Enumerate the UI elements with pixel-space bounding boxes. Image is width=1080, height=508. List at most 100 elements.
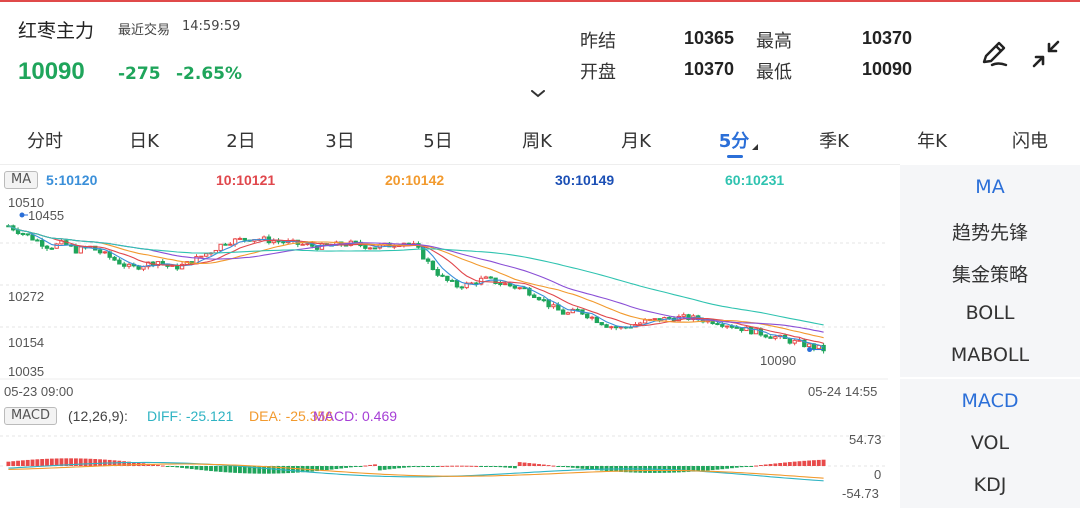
tab-week-k[interactable]: 周K <box>522 131 552 152</box>
macd-bar <box>754 465 758 467</box>
macd-bar <box>49 458 54 466</box>
macd-bar <box>802 460 807 466</box>
macd-bar <box>455 465 459 467</box>
macd-bar <box>585 466 590 470</box>
candle <box>117 259 122 265</box>
tab-flash[interactable]: 闪电 <box>1012 131 1048 152</box>
macd-bar <box>763 464 768 466</box>
indicator-boll[interactable]: BOLL <box>965 302 1015 324</box>
tab-quarter-k[interactable]: 季K <box>819 131 849 152</box>
candle <box>556 304 561 311</box>
macd-bar <box>266 466 271 474</box>
macd-bar <box>252 466 257 474</box>
candle <box>551 304 556 308</box>
macd-bar <box>426 466 430 467</box>
macd-bar <box>242 466 247 474</box>
indicator-ma[interactable]: MA <box>975 176 1005 198</box>
candle <box>541 299 547 302</box>
macd-bar <box>725 466 730 469</box>
candlestick-chart[interactable] <box>0 193 900 383</box>
expand-chevron-icon[interactable] <box>530 90 546 98</box>
indicator-vol[interactable]: VOL <box>970 432 1010 454</box>
macd-bar <box>488 466 493 467</box>
macd-bar <box>493 466 498 467</box>
candle <box>575 308 580 311</box>
candle <box>223 243 228 246</box>
macd-dea-line <box>8 463 824 479</box>
candle <box>734 326 739 329</box>
indicator-macd[interactable]: MACD <box>961 390 1019 412</box>
candle <box>30 234 35 241</box>
candle <box>609 326 614 329</box>
ma60-value: 60:10231 <box>725 172 785 188</box>
period-dropdown-icon[interactable] <box>752 144 758 150</box>
high-label: 最高 <box>756 31 792 52</box>
tab-5min[interactable]: 5分 <box>718 131 750 152</box>
candle <box>599 322 604 326</box>
macd-bar <box>295 466 300 473</box>
macd-bar <box>546 465 551 467</box>
candle <box>724 325 730 328</box>
macd-bar <box>286 466 291 474</box>
candle <box>498 282 503 285</box>
high-marker-label: 10455 <box>28 208 65 223</box>
candle <box>652 318 657 321</box>
indicator-jijin-strategy[interactable]: 集金策略 <box>951 264 1028 286</box>
macd-bar <box>373 464 377 466</box>
ma-indicator-button[interactable]: MA <box>4 171 39 189</box>
ma10-value: 10:10121 <box>216 172 276 188</box>
tab-year-k[interactable]: 年K <box>917 131 947 152</box>
macd-bar <box>715 466 720 470</box>
macd-bar <box>218 466 223 472</box>
indicator-maboll[interactable]: MABOLL <box>950 344 1030 366</box>
macd-indicator-button[interactable]: MACD <box>4 407 57 425</box>
candle <box>585 313 590 319</box>
candle <box>203 253 209 257</box>
macd-bar <box>397 466 402 469</box>
tab-month-k[interactable]: 月K <box>621 131 651 152</box>
macd-bar <box>590 466 594 470</box>
macd-bar <box>310 466 315 472</box>
indicator-trend-pioneer[interactable]: 趋势先锋 <box>951 222 1028 244</box>
pen-icon[interactable] <box>978 38 1010 70</box>
candle <box>565 312 571 315</box>
candle <box>536 297 542 301</box>
tab-fenshi[interactable]: 分时 <box>27 131 63 152</box>
macd-bar <box>151 464 156 466</box>
macd-bar <box>556 466 561 467</box>
macd-bar <box>35 459 40 466</box>
collapse-icon[interactable] <box>1030 38 1062 70</box>
macd-chart[interactable] <box>0 430 900 502</box>
macd-bar <box>681 466 686 473</box>
macd-bar <box>561 466 566 467</box>
candle <box>715 323 720 326</box>
macd-bar <box>20 460 25 466</box>
tab-3day[interactable]: 3日 <box>325 131 355 152</box>
indicator-kdj[interactable]: KDJ <box>973 474 1007 496</box>
tab-day-k[interactable]: 日K <box>129 131 159 152</box>
macd-bar <box>464 465 469 467</box>
tab-2day[interactable]: 2日 <box>226 131 256 152</box>
macd-bar <box>262 466 266 474</box>
candle <box>218 243 223 251</box>
macd-bar <box>744 466 749 467</box>
candle <box>507 283 513 287</box>
low-label: 最低 <box>756 62 792 83</box>
macd-bar <box>503 466 508 468</box>
macd-bar <box>749 466 754 467</box>
tab-5day[interactable]: 5日 <box>423 131 453 152</box>
macd-bar <box>160 465 165 467</box>
candle <box>440 274 445 277</box>
macd-bar <box>233 466 238 473</box>
candle <box>638 322 643 325</box>
macd-bar <box>329 466 334 470</box>
date-end: 05-24 14:55 <box>808 384 878 399</box>
tab-divider <box>0 164 900 165</box>
macd-bar <box>604 466 609 471</box>
candle <box>806 343 812 348</box>
macd-bar <box>363 465 368 467</box>
macd-bar <box>170 466 175 467</box>
candle <box>787 337 793 344</box>
macd-bar <box>787 462 792 466</box>
macd-bar <box>353 466 358 467</box>
